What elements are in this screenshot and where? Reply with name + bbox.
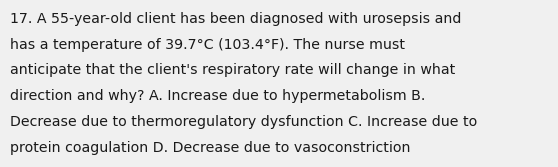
Text: protein coagulation D. Decrease due to vasoconstriction: protein coagulation D. Decrease due to v… bbox=[10, 141, 411, 155]
Text: has a temperature of 39.7°C (103.4°F). The nurse must: has a temperature of 39.7°C (103.4°F). T… bbox=[10, 38, 405, 52]
Text: anticipate that the client's respiratory rate will change in what: anticipate that the client's respiratory… bbox=[10, 63, 455, 77]
Text: direction and why? A. Increase due to hypermetabolism B.: direction and why? A. Increase due to hy… bbox=[10, 89, 425, 103]
Text: 17. A 55-year-old client has been diagnosed with urosepsis and: 17. A 55-year-old client has been diagno… bbox=[10, 12, 461, 26]
Text: Decrease due to thermoregulatory dysfunction C. Increase due to: Decrease due to thermoregulatory dysfunc… bbox=[10, 115, 477, 129]
